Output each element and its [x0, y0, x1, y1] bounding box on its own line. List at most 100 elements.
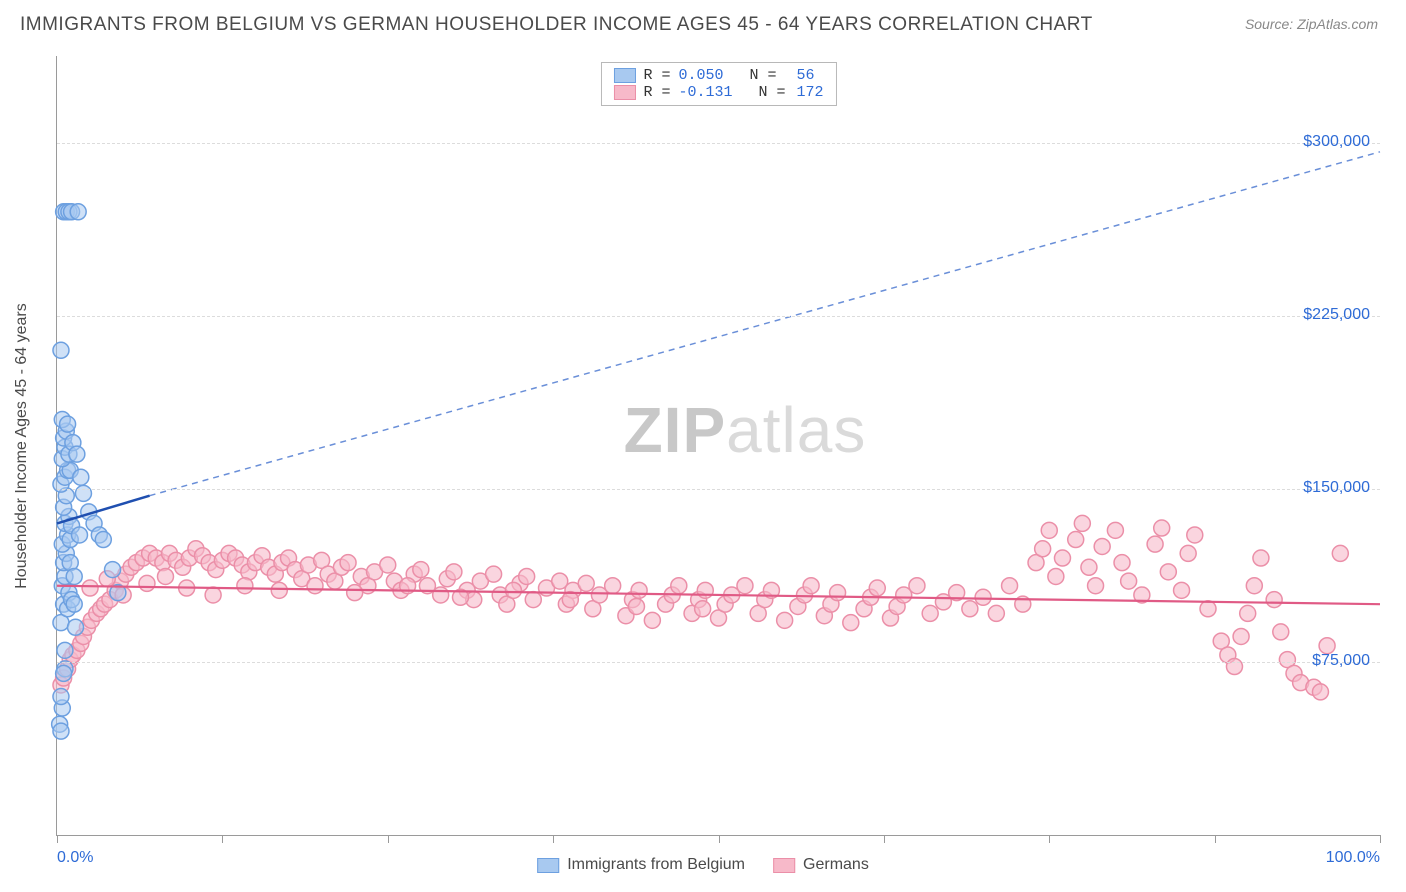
data-point	[1147, 536, 1163, 552]
y-axis-label: Householder Income Ages 45 - 64 years	[13, 303, 31, 589]
data-point	[1246, 578, 1262, 594]
data-point	[962, 601, 978, 617]
data-point	[66, 596, 82, 612]
x-tick	[884, 835, 885, 843]
x-tick-label: 0.0%	[57, 849, 93, 867]
data-point	[105, 562, 121, 578]
data-point	[68, 619, 84, 635]
data-point	[237, 578, 253, 594]
data-point	[1114, 555, 1130, 571]
data-point	[909, 578, 925, 594]
y-tick-label: $150,000	[1303, 479, 1370, 497]
data-point	[1002, 578, 1018, 594]
series-legend: Immigrants from Belgium Germans	[537, 856, 869, 874]
data-point	[525, 592, 541, 608]
scatter-svg	[57, 56, 1380, 835]
data-point	[340, 555, 356, 571]
data-point	[53, 689, 69, 705]
data-point	[60, 416, 76, 432]
data-point	[1048, 568, 1064, 584]
x-tick	[222, 835, 223, 843]
data-point	[1121, 573, 1137, 589]
data-point	[486, 566, 502, 582]
data-point	[70, 204, 86, 220]
data-point	[271, 582, 287, 598]
x-tick	[57, 835, 58, 843]
data-point	[737, 578, 753, 594]
data-point	[95, 532, 111, 548]
gridline	[57, 316, 1380, 317]
legend-label-belgium: Immigrants from Belgium	[567, 856, 745, 874]
legend-item-belgium: Immigrants from Belgium	[537, 856, 745, 874]
x-tick	[1380, 835, 1381, 843]
data-point	[347, 585, 363, 601]
data-point	[307, 578, 323, 594]
data-point	[1253, 550, 1269, 566]
data-point	[505, 582, 521, 598]
data-point	[380, 557, 396, 573]
data-point	[82, 580, 98, 596]
data-point	[1200, 601, 1216, 617]
data-point	[777, 612, 793, 628]
data-point	[988, 605, 1004, 621]
data-point	[53, 723, 69, 739]
data-point	[869, 580, 885, 596]
data-point	[1088, 578, 1104, 594]
trend-line	[150, 152, 1380, 496]
x-tick	[1215, 835, 1216, 843]
data-point	[922, 605, 938, 621]
data-point	[413, 562, 429, 578]
x-tick	[719, 835, 720, 843]
data-point	[66, 568, 82, 584]
data-point	[1174, 582, 1190, 598]
data-point	[157, 568, 173, 584]
data-point	[1233, 628, 1249, 644]
gridline	[57, 143, 1380, 144]
data-point	[433, 587, 449, 603]
data-point	[1312, 684, 1328, 700]
data-point	[1081, 559, 1097, 575]
data-point	[73, 469, 89, 485]
y-tick-label: $75,000	[1312, 652, 1370, 670]
data-point	[56, 665, 72, 681]
data-point	[53, 342, 69, 358]
gridline	[57, 662, 1380, 663]
data-point	[1273, 624, 1289, 640]
data-point	[631, 582, 647, 598]
data-point	[578, 575, 594, 591]
data-point	[1266, 592, 1282, 608]
data-point	[1054, 550, 1070, 566]
legend-item-germans: Germans	[773, 856, 869, 874]
x-tick-label: 100.0%	[1326, 849, 1380, 867]
data-point	[139, 575, 155, 591]
data-point	[830, 585, 846, 601]
data-point	[644, 612, 660, 628]
data-point	[1094, 538, 1110, 554]
swatch-germans-bottom	[773, 858, 795, 873]
legend-label-germans: Germans	[803, 856, 869, 874]
data-point	[843, 615, 859, 631]
data-point	[1041, 522, 1057, 538]
data-point	[1154, 520, 1170, 536]
x-tick	[553, 835, 554, 843]
data-point	[1107, 522, 1123, 538]
data-point	[975, 589, 991, 605]
data-point	[1187, 527, 1203, 543]
data-point	[1068, 532, 1084, 548]
swatch-belgium-bottom	[537, 858, 559, 873]
data-point	[1180, 545, 1196, 561]
data-point	[803, 578, 819, 594]
chart-title: IMMIGRANTS FROM BELGIUM VS GERMAN HOUSEH…	[20, 14, 1093, 36]
data-point	[628, 598, 644, 614]
data-point	[205, 587, 221, 603]
data-point	[69, 446, 85, 462]
plot-area: ZIPatlas R = 0.050 N = 56 R = -0.131 N =…	[56, 56, 1380, 836]
data-point	[695, 601, 711, 617]
data-point	[1160, 564, 1176, 580]
data-point	[1035, 541, 1051, 557]
data-point	[57, 642, 73, 658]
data-point	[1240, 605, 1256, 621]
y-tick-label: $225,000	[1303, 306, 1370, 324]
x-tick	[388, 835, 389, 843]
data-point	[71, 527, 87, 543]
